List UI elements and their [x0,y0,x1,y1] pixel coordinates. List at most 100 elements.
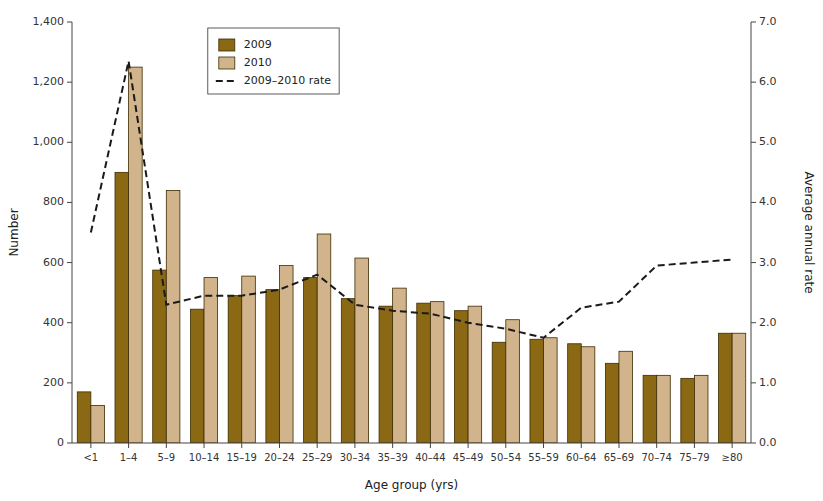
x-tick [732,443,733,448]
y2-tick-label: 5.0 [759,135,777,148]
x-tick [392,443,393,448]
bar [77,392,91,443]
x-tick-label: 25–29 [302,452,332,463]
bar [694,375,708,443]
legend-label: 2009 [244,38,272,51]
marks [77,61,745,443]
legend-key [216,80,238,82]
x-tick-label: 10–14 [189,452,219,463]
chart: 0 200 400 600 800 1,000 1,200 1,400 0.0 1.0 2.0 3.0… [0,0,823,501]
bar [568,344,582,443]
bar [468,306,482,443]
y2-tick-label: 3.0 [759,256,777,269]
x-tick [543,443,544,448]
bar [228,296,242,443]
x-tick [618,443,619,448]
y2-tick [751,443,756,444]
x-tick-label: 65–69 [604,452,634,463]
bar [732,333,746,443]
x-tick-label: 15–19 [227,452,257,463]
x-tick-label: 60–64 [566,452,596,463]
y2-tick-label: 7.0 [759,15,777,28]
y-tick-label: 1,000 [33,135,65,148]
y-tick [67,82,72,83]
y-tick-label: 600 [43,256,64,269]
legend-key [219,39,235,51]
bar [166,190,180,443]
background [0,0,823,501]
y2-tick-label: 2.0 [759,316,777,329]
x-axis-line [72,443,751,444]
x-tick [468,443,469,448]
y-tick-label: 400 [43,316,64,329]
bar [417,303,431,443]
bar [643,375,657,443]
x-tick-label: <1 [83,452,98,463]
x-tick [279,443,280,448]
y-tick [67,22,72,23]
y2-tick [751,322,756,323]
legend-key [219,57,235,69]
bar [129,67,143,443]
x-tick-label: ≥80 [722,452,743,463]
x-tick [166,443,167,448]
bar [355,258,369,443]
bar [341,299,355,443]
y-tick [67,262,72,263]
x-tick [430,443,431,448]
y2-axis-line [751,22,752,443]
y-tick-label: 0 [57,436,64,449]
bar [115,172,129,443]
bar [455,311,469,443]
bar [506,320,520,443]
y-tick [67,382,72,383]
y-tick [67,202,72,203]
y-tick-label: 1,400 [33,15,65,28]
y-tick [67,443,72,444]
y-tick-label: 1,200 [33,75,65,88]
legend-label: 2009–2010 rate [244,74,332,87]
bar [430,302,444,443]
x-tick-label: 20–24 [264,452,294,463]
bar [190,309,204,443]
y-axis-title: Number [7,208,21,256]
x-tick [90,443,91,448]
bar-series [91,67,746,443]
x-tick [128,443,129,448]
bar [204,278,218,443]
legend-box [208,28,339,94]
x-tick [505,443,506,448]
y2-tick-label: 4.0 [759,195,777,208]
legend-label: 2010 [244,56,272,69]
x-tick [241,443,242,448]
bar [681,378,695,443]
bar [379,306,393,443]
x-tick-label: 30–34 [340,452,370,463]
bar [279,266,293,443]
y2-tick [751,82,756,83]
bar [581,347,595,443]
bar [719,333,733,443]
x-tick [204,443,205,448]
x-tick [581,443,582,448]
bar [492,342,506,443]
y-tick-label: 800 [43,195,64,208]
x-tick [317,443,318,448]
x-tick-label: 55–59 [528,452,558,463]
y2-tick [751,382,756,383]
y2-tick-label: 0.0 [759,436,777,449]
y2-axis-title: Average annual rate [802,171,816,293]
bar-series [77,172,732,443]
legend: 2009 2010 2009–2010 rate [208,28,339,94]
y-axis-line [72,22,73,443]
y-tick [67,142,72,143]
y2-tick [751,202,756,203]
axes: 0 200 400 600 800 1,000 1,200 1,400 0.0 1.0 2.0 3.0… [33,15,777,463]
y2-tick-label: 1.0 [759,376,777,389]
y-tick-label: 200 [43,376,64,389]
x-tick-label: 35–39 [377,452,407,463]
y2-tick [751,142,756,143]
x-tick [354,443,355,448]
x-tick-label: 75–79 [679,452,709,463]
bar [605,363,619,443]
